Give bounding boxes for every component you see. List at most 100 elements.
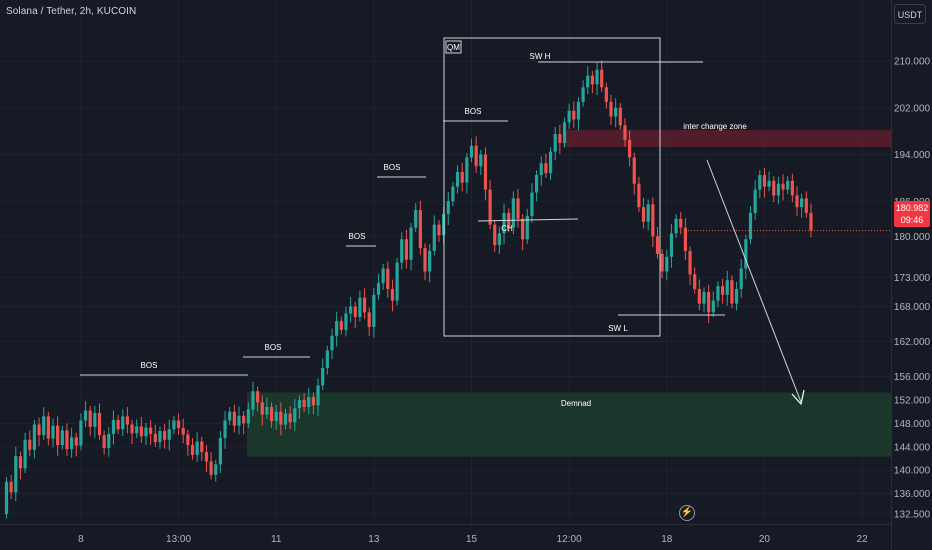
price-tick-label: 173.000 (894, 273, 931, 284)
lightning-icon[interactable]: ⚡ (679, 505, 695, 521)
candle-body (97, 412, 102, 436)
candle-body (42, 416, 46, 436)
candle-body (767, 180, 771, 187)
candle-body (344, 313, 348, 330)
candle-body (716, 286, 720, 301)
candle-body (204, 452, 209, 462)
candle-body (576, 101, 581, 120)
qm-label: QM (447, 43, 460, 52)
candle-body (414, 210, 418, 228)
candle-body (553, 134, 557, 152)
candle-body (116, 419, 120, 430)
candle-body (130, 424, 134, 434)
candle-body (135, 426, 139, 434)
candle-body (721, 286, 725, 295)
candle-body (567, 110, 571, 123)
candle-body (209, 461, 213, 475)
candle-body (121, 416, 125, 430)
candle-body (423, 248, 427, 272)
candle-body (623, 125, 627, 140)
candle-body (548, 151, 553, 174)
candle-body (111, 419, 116, 434)
price-tick-label: 144.000 (894, 442, 931, 453)
price-tick-label: 194.000 (894, 150, 931, 161)
candle-body (223, 420, 227, 439)
candle-body (32, 424, 36, 450)
candle-body (362, 297, 367, 313)
candle-body (525, 215, 529, 240)
candle-body (56, 425, 60, 446)
candle-body (256, 391, 260, 403)
candle-body (232, 411, 236, 426)
demand-zone (247, 392, 891, 457)
candle-body (730, 280, 734, 304)
candle-body (460, 172, 464, 183)
bos-label: BOS (349, 232, 366, 241)
currency-button[interactable]: USDT (894, 4, 926, 24)
candle-body (590, 75, 594, 85)
candle-body (474, 145, 478, 167)
candle-body (804, 198, 808, 213)
time-tick-label: 15 (466, 534, 478, 545)
candle-body (400, 239, 404, 263)
time-tick-label: 18 (661, 534, 673, 545)
candle-body (493, 224, 497, 246)
candle-body (786, 180, 790, 190)
candle-body (762, 174, 767, 187)
candle-body (614, 107, 618, 117)
candle-body (418, 210, 422, 249)
candle-body (776, 183, 780, 196)
price-tick-label: 140.000 (894, 466, 931, 477)
candle-body (386, 268, 390, 289)
candle-body (535, 174, 539, 193)
bos-label: BOS (384, 163, 401, 172)
candle-body (381, 268, 385, 284)
candle-body (163, 430, 167, 440)
price-tick-label: 136.000 (894, 489, 931, 500)
candle-body (376, 283, 381, 295)
candle-body (511, 198, 515, 228)
candle-body (800, 198, 804, 208)
last-price-countdown: 09:46 (900, 215, 924, 225)
candle-body (432, 224, 436, 251)
candle-body (502, 212, 506, 234)
candle-body (88, 410, 92, 427)
candle-body (18, 456, 23, 469)
candle-body (409, 227, 413, 260)
candle-body (139, 426, 143, 437)
candle-body (83, 410, 88, 421)
time-tick-label: 12:00 (557, 534, 582, 545)
candle-body (637, 183, 641, 208)
time-tick-label: 13 (368, 534, 380, 545)
candle-body (404, 239, 408, 260)
time-tick-label: 22 (857, 534, 869, 545)
candle-body (51, 425, 55, 439)
candle-body (739, 268, 743, 289)
candle-body (228, 411, 232, 421)
supply-zone-label: inter change zone (683, 122, 747, 131)
symbol-title: Solana / Tether, 2h, KUCOIN (6, 6, 137, 17)
candle-body (172, 420, 176, 430)
candle-body (339, 321, 343, 330)
candle-body (186, 434, 190, 446)
candle-body (595, 69, 599, 85)
projection-arrow-head (791, 389, 805, 406)
candle-body (307, 397, 311, 408)
candle-body (70, 437, 74, 450)
candle-body (544, 163, 548, 174)
candle-body (288, 413, 292, 423)
candle-body (572, 110, 576, 120)
candle-body (274, 411, 278, 422)
candle-body (93, 412, 97, 427)
candle-body (790, 180, 794, 196)
candle-body (683, 227, 687, 251)
candle-body (795, 195, 799, 208)
candle-body (251, 391, 255, 410)
candle-body (200, 441, 204, 453)
candle-body (153, 433, 157, 443)
candle-body (37, 424, 41, 436)
candle-body (237, 415, 241, 426)
candle-body (697, 288, 701, 304)
